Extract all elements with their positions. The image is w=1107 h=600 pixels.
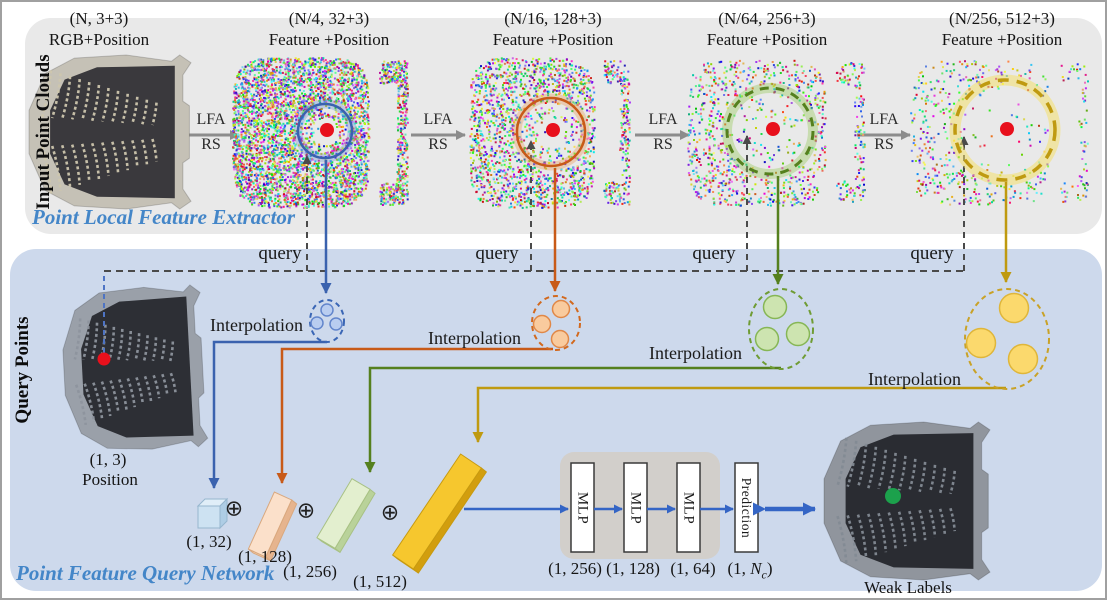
stage-5-desc: Feature +Position [941,30,1063,49]
query-network-panel [10,249,1102,591]
interpolation-label-2: Interpolation [428,328,521,348]
lfa-label-3: LFA [648,111,678,128]
stage-4-dims: (N/64, 256+3) [718,9,816,28]
prediction-dims-var: N [750,559,762,578]
rs-label-3: RS [653,136,673,153]
feature-dim-1: (1, 32) [186,532,232,551]
prediction-dims-post: ) [766,559,773,578]
rs-label-1: RS [201,136,221,153]
concat-symbol-2: ⊕ [296,498,316,524]
position-label: Position [82,470,138,489]
lfa-label-2: LFA [423,111,453,128]
concat-symbol-1: ⊕ [224,496,244,522]
mlp-block-label-2: MLP [627,491,644,525]
input-side-label: Input Point Clouds [33,54,55,210]
position-dims-label: (1, 3) [89,450,127,469]
mlp-dim-2: (1, 128) [606,559,660,578]
extractor-caption: Point Local Feature Extractor [32,205,296,229]
mlp-block-label-3: MLP [680,491,697,525]
prediction-label: Prediction [738,477,754,539]
stage-3-dims: (N/16, 128+3) [504,9,602,28]
feature-dim-3: (1, 256) [283,562,337,581]
lfa-label-4: LFA [869,111,899,128]
query-label-1: query [258,243,302,264]
mlp-dim-1: (1, 256) [548,559,602,578]
mlp-block-label-1: MLP [574,491,591,525]
concat-symbol-3: ⊕ [380,500,400,526]
mlp-dim-3: (1, 64) [670,559,716,578]
stage-2-desc: Feature +Position [268,30,390,49]
lfa-label-1: LFA [196,111,226,128]
interpolation-label-4: Interpolation [868,369,961,389]
rs-label-2: RS [428,136,448,153]
stage-2-dims: (N/4, 32+3) [288,9,370,28]
query-label-3: query [692,243,736,264]
rs-label-4: RS [874,136,894,153]
prediction-dims-pre: (1, [727,559,751,578]
query-network-caption: Point Feature Query Network [16,561,275,585]
prediction-dims-label: (1, Nc) [728,559,773,582]
feature-dim-4: (1, 512) [353,572,407,591]
stage-5-dims: (N/256, 512+3) [949,9,1055,28]
stage-3-desc: Feature +Position [492,30,614,49]
weak-labels-caption: Weak Labels [864,578,952,597]
interpolation-label-3: Interpolation [649,343,742,363]
query-label-2: query [475,243,519,264]
query-label-4: query [910,243,954,264]
stage-1-desc: RGB+Position [48,30,150,49]
interpolation-label-1: Interpolation [210,315,303,335]
query-side-label: Query Points [12,316,34,424]
extractor-panel [25,18,1102,234]
stage-4-desc: Feature +Position [706,30,828,49]
stage-1-dims: (N, 3+3) [69,9,129,28]
